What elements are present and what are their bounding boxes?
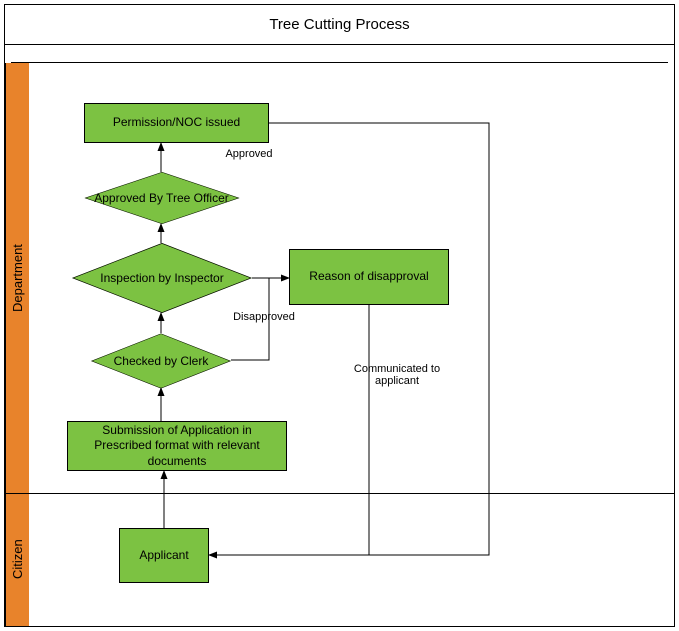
diagram-container: Tree Cutting Process DepartmentCitizen Pe… — [4, 4, 675, 627]
diagram-title: Tree Cutting Process — [269, 16, 409, 33]
title-bar: Tree Cutting Process — [5, 5, 674, 45]
main-area: DepartmentCitizen Permission/NOC issued Ap… — [5, 63, 674, 626]
edge-label-2: Communicated to applicant — [347, 363, 447, 387]
sub-bar — [11, 45, 668, 63]
node-applicant: Applicant — [119, 528, 209, 583]
node-submission: Submission of Application in Prescribed … — [67, 421, 287, 471]
node-permission: Permission/NOC issued — [84, 103, 269, 143]
swimlane-label-dept: Department — [5, 63, 29, 493]
edge-label-0: Approved — [219, 148, 279, 160]
node-approved_officer: Approved By Tree Officer — [84, 172, 239, 224]
node-checked_clerk: Checked by Clerk — [91, 333, 231, 388]
swimlane-label-citizen: Citizen — [5, 493, 29, 626]
edge-7 — [209, 123, 489, 555]
node-reason: Reason of disapproval — [289, 249, 449, 305]
edge-label-1: Disapproved — [229, 311, 299, 323]
lane-divider — [5, 493, 674, 494]
node-inspection: Inspection by Inspector — [72, 243, 252, 313]
